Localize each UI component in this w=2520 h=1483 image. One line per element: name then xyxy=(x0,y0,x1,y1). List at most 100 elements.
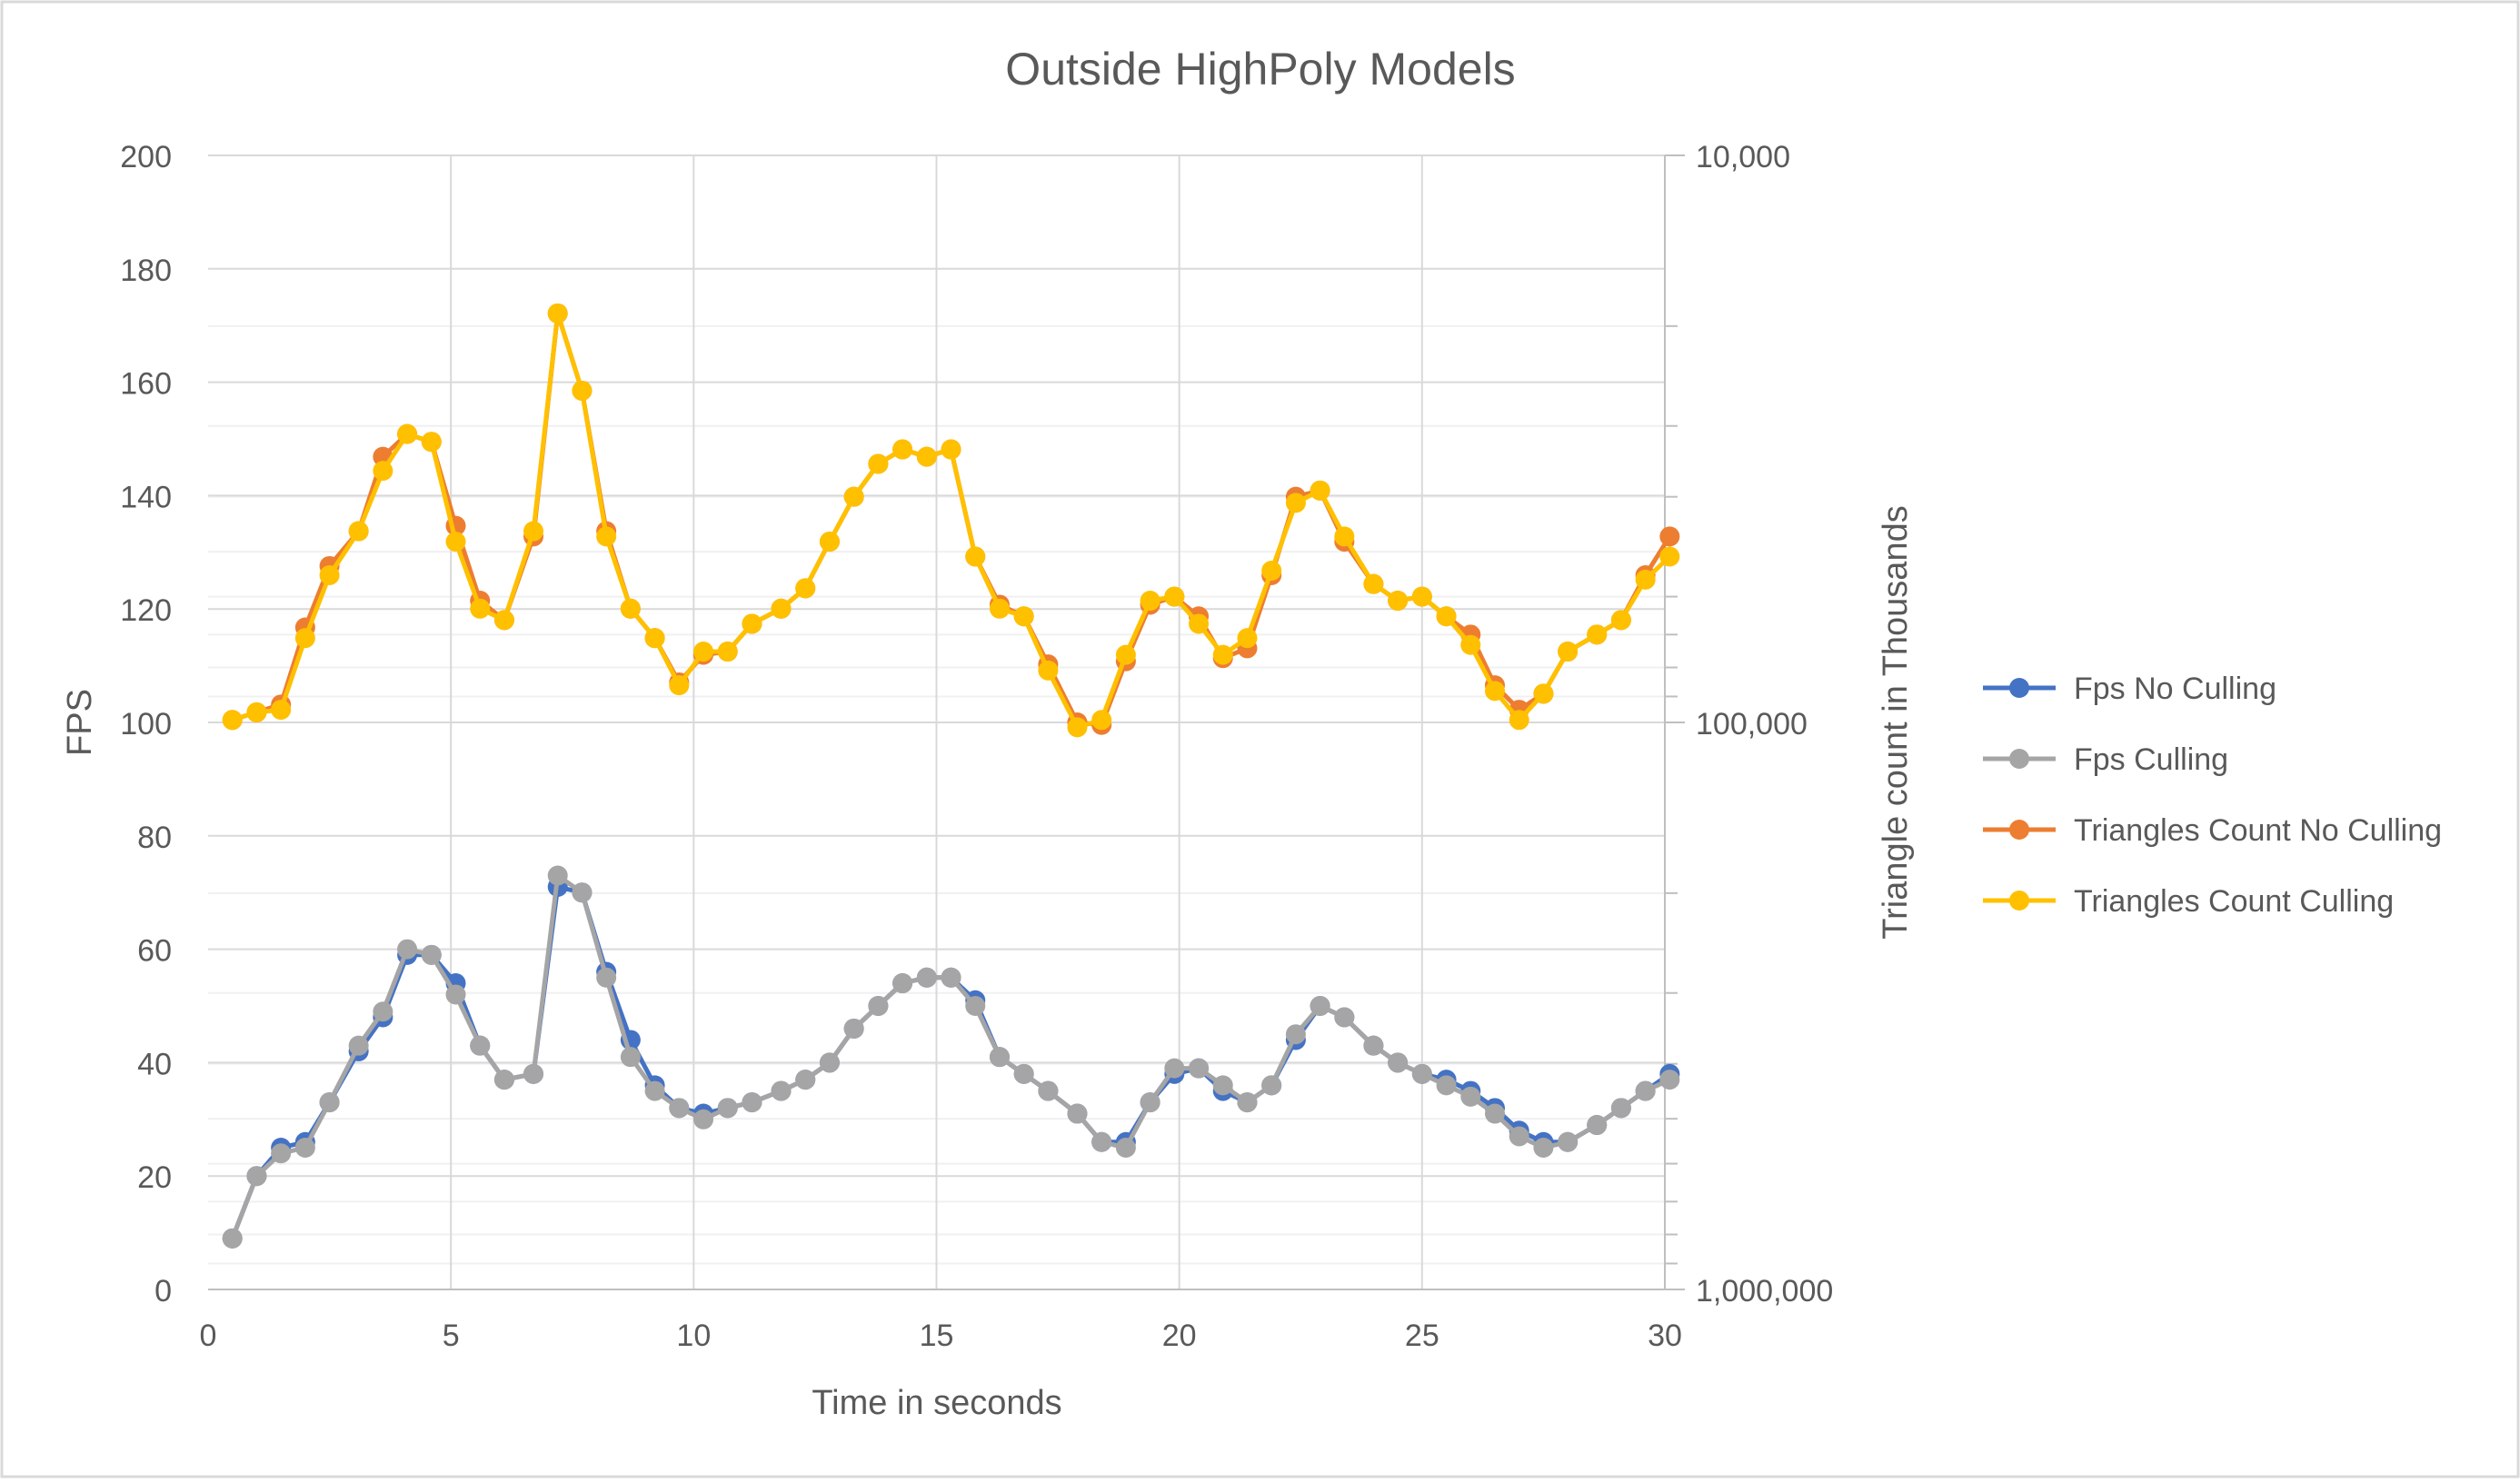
data-point xyxy=(819,1052,840,1073)
data-point xyxy=(1285,1024,1306,1045)
data-point xyxy=(1285,493,1306,513)
data-point xyxy=(1533,1138,1554,1158)
data-point xyxy=(1363,1035,1384,1056)
series-3 xyxy=(222,303,1680,738)
data-point xyxy=(596,967,617,988)
legend-label: Triangles Count Culling xyxy=(2074,884,2394,919)
x-tick-label: 30 xyxy=(1648,1319,1682,1353)
legend-item: Triangles Count Culling xyxy=(1983,884,2394,919)
data-point xyxy=(470,598,491,619)
data-point xyxy=(445,532,466,552)
y-tick-label: 180 xyxy=(120,254,172,288)
y-tick-label: 20 xyxy=(137,1160,172,1195)
data-point xyxy=(771,1080,792,1101)
data-point xyxy=(965,546,986,567)
data-point xyxy=(1587,624,1608,645)
x-tick-label: 25 xyxy=(1405,1319,1439,1353)
data-point xyxy=(1237,1092,1258,1113)
data-point xyxy=(892,973,913,994)
data-point xyxy=(1635,1080,1656,1101)
legend: Fps No Culling Fps Culling Triangles Count… xyxy=(1983,672,2442,919)
data-point xyxy=(1310,480,1330,501)
data-point xyxy=(1388,591,1409,612)
data-point xyxy=(1334,526,1355,547)
y-tick-label: 100 xyxy=(120,707,172,742)
data-point xyxy=(941,439,961,460)
y-tick-label: 140 xyxy=(120,480,172,514)
data-point xyxy=(373,1001,393,1022)
data-point xyxy=(246,702,267,722)
y-tick-label: 60 xyxy=(137,934,172,969)
data-point xyxy=(1610,1098,1631,1119)
data-point xyxy=(717,642,738,662)
data-point xyxy=(669,1098,690,1119)
data-point xyxy=(1115,1138,1136,1158)
data-point xyxy=(1013,1063,1034,1084)
data-point xyxy=(373,461,393,482)
data-point xyxy=(771,598,792,619)
data-point xyxy=(795,1070,816,1090)
data-point xyxy=(916,967,937,988)
x-tick-label: 0 xyxy=(200,1319,217,1353)
data-point xyxy=(397,423,418,444)
data-point xyxy=(1587,1115,1608,1136)
axes: 0 20 40 60 80 100 120 140 160 180 200 0 5 10 15 20 25 30 1… xyxy=(120,140,1833,1353)
data-point xyxy=(989,1047,1010,1068)
data-point xyxy=(1436,606,1457,627)
data-point xyxy=(795,578,816,599)
data-point xyxy=(572,380,593,401)
y2-tick-label: 100,000 xyxy=(1696,707,1808,742)
x-axis-label: Time in seconds xyxy=(812,1384,1061,1422)
data-point xyxy=(669,675,690,696)
data-point xyxy=(620,598,641,619)
y-tick-label: 160 xyxy=(120,367,172,402)
data-point xyxy=(1363,573,1384,594)
legend-swatch-marker xyxy=(2009,891,2029,911)
data-point xyxy=(1411,586,1432,607)
legend-label: Fps No Culling xyxy=(2074,672,2276,706)
data-point xyxy=(421,944,442,965)
y-tick-label: 0 xyxy=(154,1274,172,1309)
data-point xyxy=(1212,644,1233,665)
data-point xyxy=(1212,1075,1233,1096)
legend-label: Fps Culling xyxy=(2074,742,2228,777)
data-point xyxy=(941,967,961,988)
data-point xyxy=(493,1070,514,1090)
data-point xyxy=(294,628,315,649)
legend-swatch-marker xyxy=(2009,820,2029,840)
data-point xyxy=(742,613,762,634)
data-point xyxy=(644,1080,665,1101)
data-point xyxy=(717,1098,738,1119)
y-tick-label: 40 xyxy=(137,1047,172,1081)
data-point xyxy=(421,432,442,453)
data-point xyxy=(1189,613,1210,634)
data-point xyxy=(523,1063,544,1084)
x-tick-label: 10 xyxy=(676,1319,711,1353)
data-point xyxy=(1189,1058,1210,1079)
data-point xyxy=(222,710,243,731)
series-1 xyxy=(222,865,1680,1249)
legend-item: Fps Culling xyxy=(1983,742,2228,777)
data-point xyxy=(1659,546,1680,567)
data-point xyxy=(1067,717,1088,738)
data-point xyxy=(547,303,568,323)
legend-swatch-marker xyxy=(2009,749,2029,769)
data-point xyxy=(1038,1080,1059,1101)
data-point xyxy=(1484,1103,1505,1124)
data-point xyxy=(916,446,937,467)
data-point xyxy=(819,532,840,552)
data-point xyxy=(1388,1052,1409,1073)
data-point xyxy=(1460,1086,1481,1107)
data-point xyxy=(445,984,466,1005)
data-point xyxy=(1610,610,1631,631)
data-point xyxy=(989,598,1010,619)
data-point xyxy=(1411,1063,1432,1084)
chart-title: Outside HighPoly Models xyxy=(1005,44,1515,95)
data-point xyxy=(271,1143,292,1164)
data-point xyxy=(1091,1131,1112,1152)
data-point xyxy=(271,700,292,721)
data-point xyxy=(1533,683,1554,704)
x-tick-label: 15 xyxy=(920,1319,954,1353)
